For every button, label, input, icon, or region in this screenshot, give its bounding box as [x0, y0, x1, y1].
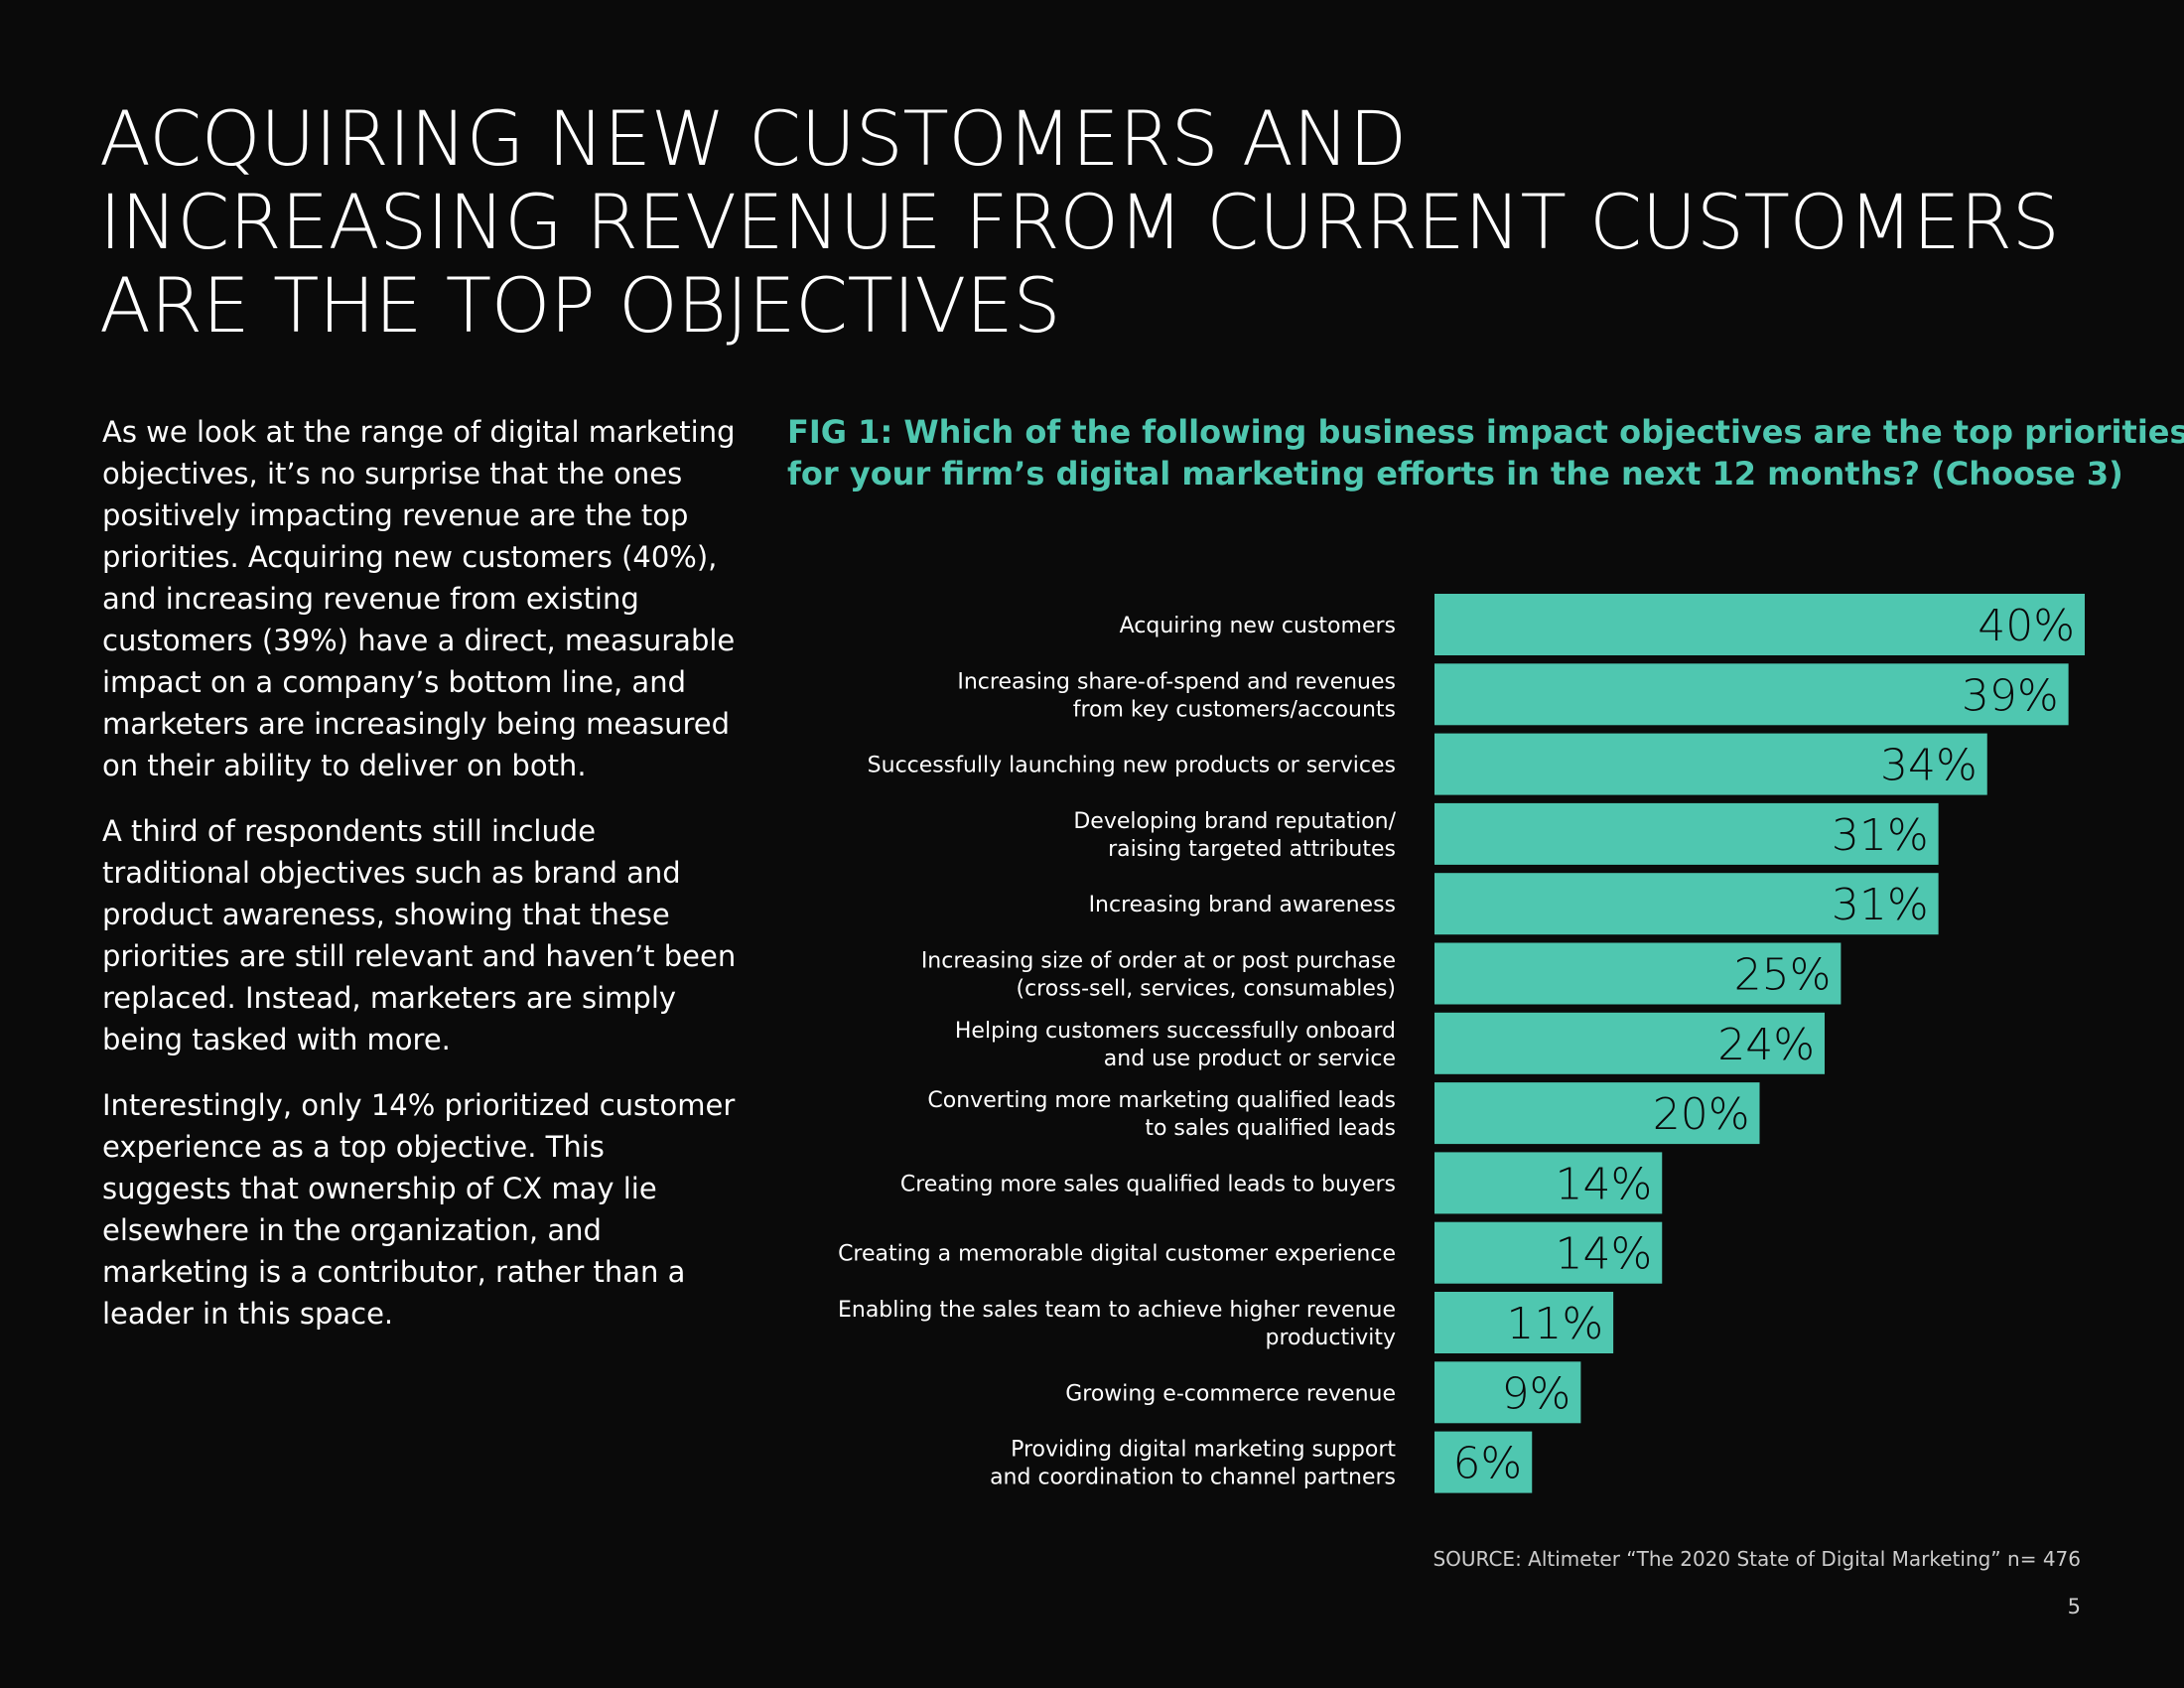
- category-label: Acquiring new customers: [1120, 614, 1396, 638]
- page-title: ACQUIRING NEW CUSTOMERS AND INCREASING R…: [99, 97, 2134, 348]
- chart-title-line: for your firm’s digital marketing effort…: [787, 455, 2123, 492]
- category-label: Developing brand reputation/: [1073, 809, 1396, 834]
- data-label: 14%: [1555, 1159, 1652, 1209]
- body-paragraph: As we look at the range of digital marke…: [102, 415, 736, 782]
- data-label: 40%: [1978, 601, 2075, 651]
- data-label: 14%: [1555, 1229, 1652, 1280]
- chart-title-line: FIG 1: Which of the following business i…: [787, 413, 2184, 451]
- category-label: Helping customers successfully onboard: [955, 1019, 1396, 1044]
- bar: [1434, 594, 2085, 655]
- bar: [1434, 733, 1987, 795]
- data-label: 9%: [1502, 1368, 1571, 1419]
- category-label: Increasing size of order at or post purc…: [921, 949, 1396, 974]
- bar: [1434, 1152, 1663, 1214]
- data-label: 31%: [1832, 880, 1929, 930]
- page-number: 5: [2067, 1595, 2081, 1618]
- category-label: productivity: [1265, 1326, 1396, 1350]
- category-label: Converting more marketing qualified lead…: [927, 1088, 1396, 1113]
- category-label: from key customers/accounts: [1073, 697, 1396, 722]
- data-label: 24%: [1717, 1020, 1815, 1070]
- category-label: Providing digital marketing support: [1011, 1438, 1396, 1463]
- bar: [1434, 1012, 1825, 1074]
- data-label: 11%: [1506, 1299, 1603, 1349]
- title-line: ACQUIRING NEW CUSTOMERS AND: [99, 94, 1407, 183]
- bar: [1434, 873, 1939, 935]
- bar: [1434, 1292, 1614, 1353]
- bar: [1434, 663, 2069, 726]
- data-label: 34%: [1880, 741, 1978, 791]
- data-label: 20%: [1653, 1089, 1750, 1140]
- category-label: and use product or service: [1104, 1047, 1396, 1071]
- body-paragraph: Interestingly, only 14% prioritized cust…: [102, 1088, 736, 1331]
- body-copy: As we look at the range of digital marke…: [102, 411, 738, 1358]
- category-label: Creating a memorable digital customer ex…: [838, 1242, 1396, 1267]
- bar: [1434, 1431, 1533, 1493]
- category-label: raising targeted attributes: [1108, 837, 1396, 862]
- bar: [1434, 1082, 1760, 1145]
- bar: [1434, 802, 1939, 865]
- bar: [1434, 1361, 1581, 1424]
- category-label: (cross-sell, services, consumables): [1017, 977, 1397, 1002]
- bar: [1434, 1221, 1663, 1284]
- title-line: ARE THE TOP OBJECTIVES: [99, 261, 1061, 350]
- category-label: Growing e-commerce revenue: [1065, 1381, 1396, 1406]
- category-label: Successfully launching new products or s…: [868, 754, 1396, 778]
- category-label: Enabling the sales team to achieve highe…: [838, 1298, 1396, 1323]
- chart-title: FIG 1: Which of the following business i…: [787, 411, 2184, 494]
- category-label: Increasing brand awareness: [1089, 893, 1396, 917]
- data-label: 31%: [1832, 810, 1929, 861]
- data-label: 6%: [1452, 1439, 1522, 1489]
- source-note: SOURCE: Altimeter “The 2020 State of Dig…: [1433, 1547, 2081, 1571]
- body-paragraph: A third of respondents still include tra…: [102, 814, 737, 1056]
- data-label: 25%: [1734, 950, 1832, 1001]
- category-label: and coordination to channel partners: [990, 1466, 1396, 1490]
- category-label: Increasing share-of-spend and revenues: [957, 669, 1396, 694]
- data-label: 39%: [1962, 670, 2059, 721]
- bar: [1434, 942, 1842, 1005]
- category-label: Creating more sales qualified leads to b…: [900, 1172, 1396, 1196]
- category-label: to sales qualified leads: [1145, 1116, 1396, 1141]
- title-line: INCREASING REVENUE FROM CURRENT CUSTOMER…: [99, 178, 2060, 266]
